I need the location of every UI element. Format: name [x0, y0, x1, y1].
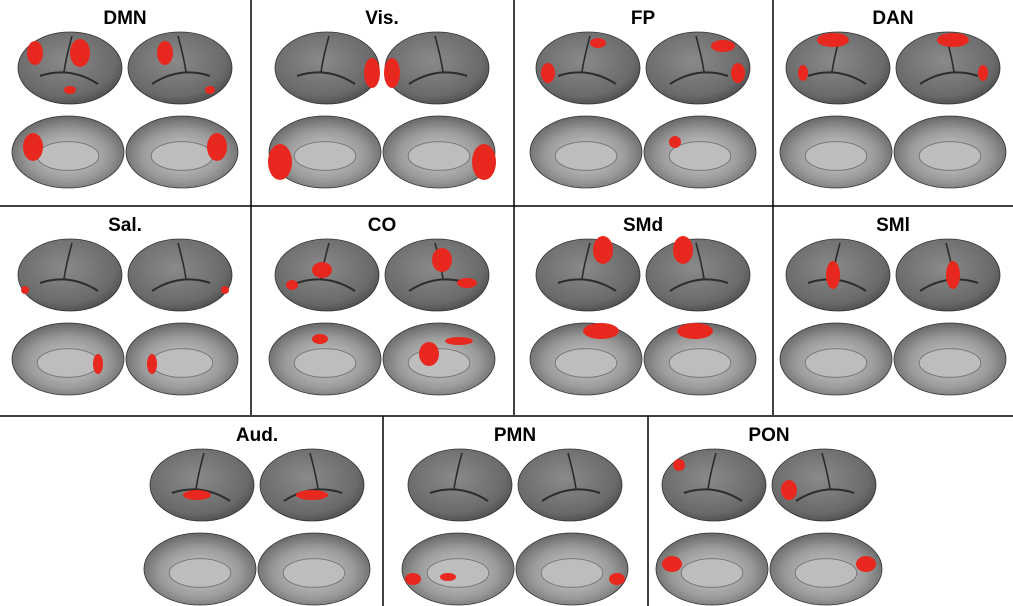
corpus-callosum	[408, 142, 470, 171]
activation	[856, 556, 876, 572]
activation	[590, 38, 606, 48]
activation	[93, 354, 103, 374]
activation	[440, 573, 456, 581]
activation	[157, 41, 173, 65]
activation	[432, 248, 452, 272]
activation	[711, 40, 735, 52]
activation	[445, 337, 473, 345]
activation	[21, 286, 29, 294]
panel: Vis.	[268, 8, 496, 188]
corpus-callosum	[427, 559, 489, 588]
panel: DMN	[12, 8, 238, 188]
panel: PMN	[402, 425, 628, 605]
activation	[826, 261, 840, 289]
activation	[312, 334, 328, 344]
activation	[798, 65, 808, 81]
activation	[457, 278, 477, 288]
activation	[419, 342, 439, 366]
panel-label: Sal.	[108, 215, 142, 236]
activation	[677, 323, 713, 339]
activation	[781, 480, 797, 500]
activation	[384, 58, 400, 88]
activation	[364, 58, 380, 88]
activation	[472, 144, 496, 180]
corpus-callosum	[151, 349, 213, 378]
activation	[731, 63, 745, 83]
panel: DAN	[780, 8, 1006, 188]
panel: Aud.	[144, 425, 370, 605]
activation	[312, 262, 332, 278]
panel-label: FP	[631, 8, 656, 29]
panel: PON	[656, 425, 882, 605]
panel-label: SMd	[623, 215, 663, 236]
corpus-callosum	[151, 142, 213, 171]
activation	[221, 286, 229, 294]
activation	[147, 354, 157, 374]
panel-label: CO	[368, 215, 397, 236]
activation	[296, 490, 328, 500]
corpus-callosum	[294, 142, 356, 171]
corpus-callosum	[408, 349, 470, 378]
panel-label: SMl	[876, 215, 910, 236]
corpus-callosum	[555, 349, 617, 378]
activation	[609, 573, 625, 585]
activation	[64, 86, 76, 94]
activation	[662, 556, 682, 572]
activation	[817, 33, 849, 47]
corpus-callosum	[795, 559, 857, 588]
activation	[669, 136, 681, 148]
activation	[937, 33, 969, 47]
corpus-callosum	[919, 349, 981, 378]
panel-label: Vis.	[365, 8, 398, 29]
corpus-callosum	[283, 559, 345, 588]
activation	[207, 133, 227, 161]
activation	[70, 39, 90, 67]
corpus-callosum	[919, 142, 981, 171]
activation	[946, 261, 960, 289]
activation	[183, 490, 211, 500]
activation	[23, 133, 43, 161]
activation	[978, 65, 988, 81]
panel-label: PON	[748, 425, 789, 446]
panel-label: PMN	[494, 425, 536, 446]
activation	[205, 86, 215, 94]
panels: DMN Vis. FP DAN Sal. CO SMd SMl Aud. PMN PON	[12, 8, 1006, 605]
panel: SMl	[780, 215, 1006, 395]
corpus-callosum	[169, 559, 231, 588]
activation	[405, 573, 421, 585]
corpus-callosum	[541, 559, 603, 588]
activation	[673, 459, 685, 471]
panel: CO	[269, 215, 495, 395]
corpus-callosum	[805, 142, 867, 171]
corpus-callosum	[681, 559, 743, 588]
panel: FP	[530, 8, 756, 188]
panel: SMd	[530, 215, 756, 395]
activation	[673, 236, 693, 264]
activation	[286, 280, 298, 290]
corpus-callosum	[37, 142, 99, 171]
figure: DMN Vis. FP DAN Sal. CO SMd SMl Aud. PMN PON	[0, 0, 1013, 606]
panel: Sal.	[12, 215, 238, 395]
corpus-callosum	[805, 349, 867, 378]
panel-label: DAN	[872, 8, 913, 29]
corpus-callosum	[294, 349, 356, 378]
corpus-callosum	[669, 349, 731, 378]
activation	[541, 63, 555, 83]
activation	[268, 144, 292, 180]
corpus-callosum	[37, 349, 99, 378]
corpus-callosum	[555, 142, 617, 171]
panel-label: DMN	[103, 8, 146, 29]
activation	[583, 323, 619, 339]
activation	[27, 41, 43, 65]
activation	[593, 236, 613, 264]
panel-label: Aud.	[236, 425, 278, 446]
